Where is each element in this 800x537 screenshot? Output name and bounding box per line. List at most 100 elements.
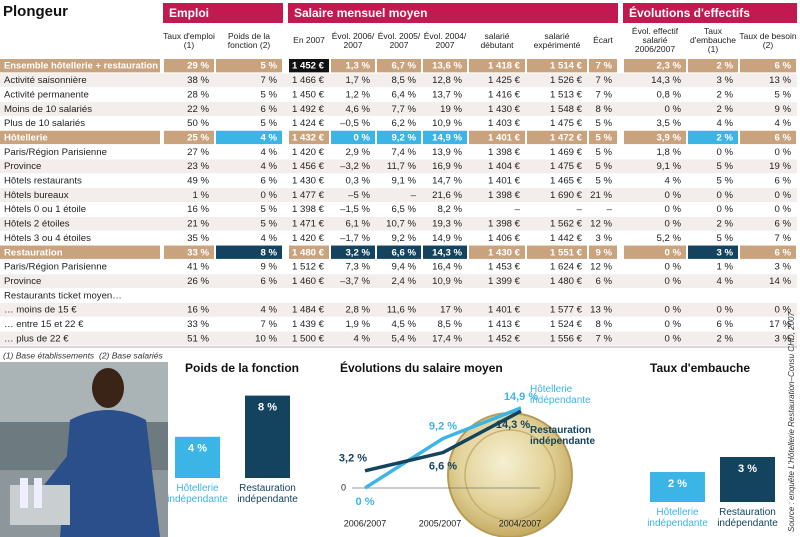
cell: 9,2 % — [391, 233, 416, 244]
cell: 1 404 € — [488, 161, 521, 172]
cell: 1 430 € — [292, 176, 325, 187]
cell: 6 % — [774, 219, 791, 230]
cell: 1 % — [716, 262, 733, 273]
cell: 14,7 % — [432, 176, 462, 187]
cell: 1 465 € — [550, 176, 583, 187]
cell: 1,7 % — [345, 75, 370, 86]
cell: 1 401 € — [488, 132, 521, 143]
cell: 1 403 € — [488, 118, 521, 129]
cell: 0 % — [664, 219, 681, 230]
cell: 1 562 € — [550, 219, 583, 230]
footnote: (2) Base salariés — [99, 350, 164, 360]
cell: 6,6 % — [391, 247, 416, 258]
cell: 1 398 € — [488, 190, 521, 201]
cell: 0 % — [664, 190, 681, 201]
cell: 1 442 € — [550, 233, 583, 244]
column-header: En 2007 — [293, 35, 325, 45]
row-label: Paris/Région Parisienne — [4, 147, 107, 158]
cell-bg — [589, 130, 617, 145]
cell: 8 % — [595, 319, 612, 330]
cell: 1 513 € — [550, 89, 583, 100]
cell: 0 % — [716, 147, 733, 158]
value-label: 3,2 % — [339, 453, 367, 465]
source: Source : enquête L'Hôtellerie Restaurati… — [787, 312, 796, 532]
cell: 1 452 € — [488, 333, 521, 344]
cell-bg — [216, 130, 282, 145]
cell: 5 % — [595, 132, 612, 143]
column-header: Évol. 2005/ 2007 — [377, 30, 421, 50]
series-label: Restauration indépendante — [530, 425, 596, 447]
row-label: Hôtels 2 étoiles — [4, 219, 70, 230]
row-label: Restauration — [4, 247, 63, 258]
cell: 5 % — [260, 204, 277, 215]
cell-bg — [423, 59, 467, 73]
cell: 4,5 % — [391, 319, 416, 330]
cell: 1 460 € — [292, 276, 325, 287]
cell: 2,8 % — [345, 305, 370, 316]
cell: 4 % — [716, 276, 733, 287]
row-label: Hôtels 3 ou 4 étoiles — [4, 233, 91, 244]
cell: 1 512 € — [292, 262, 325, 273]
cell: 1 398 € — [488, 147, 521, 158]
cell: 8 % — [595, 104, 612, 115]
cell: 12,8 % — [432, 75, 462, 86]
cell: 2 % — [716, 132, 733, 143]
cell: 1 500 € — [292, 333, 325, 344]
cell: 0 % — [774, 147, 791, 158]
cell: 5 % — [774, 89, 791, 100]
cell: 14,3 % — [432, 247, 462, 258]
cell: 1 471 € — [292, 219, 325, 230]
cell: 1,9 % — [345, 319, 370, 330]
cell-bg — [740, 245, 796, 259]
cell: 23 % — [187, 161, 209, 172]
cell: 5 % — [595, 176, 612, 187]
cell: 21,6 % — [432, 190, 462, 201]
cell: 9 % — [595, 247, 612, 258]
cell: 1 430 € — [488, 247, 521, 258]
cell: 0 % — [774, 204, 791, 215]
row-stripe — [0, 216, 797, 231]
cell: 6 % — [260, 176, 277, 187]
row-stripe — [0, 331, 797, 346]
cell: 14,9 % — [432, 233, 462, 244]
value-label: 6,6 % — [429, 460, 457, 472]
cell-bg — [289, 130, 329, 145]
chart-title: Taux d'embauche — [650, 361, 750, 375]
row-label: … moins de 15 € — [4, 305, 77, 316]
cell-bg — [589, 245, 617, 259]
column-header: Évol. 2004/ 2007 — [423, 30, 467, 50]
cell: 0 % — [664, 262, 681, 273]
cell: 8 % — [260, 247, 277, 258]
category-label: Hôtellerie indépendante — [167, 483, 228, 505]
cell: 1 556 € — [550, 333, 583, 344]
cell: 9,1 % — [391, 176, 416, 187]
cell: 17,4 % — [432, 333, 462, 344]
row-stripe — [0, 274, 797, 289]
category-label: Restauration indépendante — [717, 507, 778, 529]
cell: 6,2 % — [391, 118, 416, 129]
cell-bg — [331, 245, 375, 259]
cell: 1 399 € — [488, 276, 521, 287]
cell: 7,3 % — [345, 262, 370, 273]
cell: 38 % — [187, 75, 209, 86]
cell: 12 % — [590, 219, 612, 230]
cell: 1 401 € — [488, 305, 521, 316]
cell: 1 466 € — [292, 75, 325, 86]
cell: 1,3 % — [345, 61, 370, 72]
cell: 0 % — [664, 247, 681, 258]
value-label: 14,3 % — [496, 419, 530, 431]
cell: 7,7 % — [391, 104, 416, 115]
cell: 29 % — [187, 61, 209, 72]
row-label: Hôtels 0 ou 1 étoile — [4, 204, 86, 215]
cell: 3 % — [774, 333, 791, 344]
group-header: Salaire mensuel moyen — [294, 6, 427, 20]
cell: 8,5 % — [391, 75, 416, 86]
cell: 1 484 € — [292, 305, 325, 316]
row-label: Plus de 10 salariés — [4, 118, 85, 129]
cell: 1 624 € — [550, 262, 583, 273]
cell-bg — [527, 59, 587, 73]
cell: 28 % — [187, 89, 209, 100]
cell: 6 % — [774, 132, 791, 143]
cell: 9,2 % — [391, 132, 416, 143]
